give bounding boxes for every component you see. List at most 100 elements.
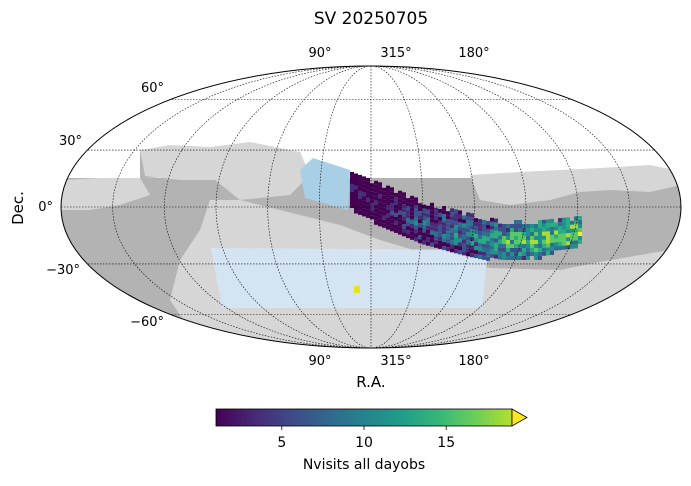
heat-cell [350, 200, 354, 204]
heat-cell [362, 176, 366, 181]
heat-cell [426, 205, 430, 210]
heat-cell [546, 235, 550, 240]
heat-cell [546, 251, 550, 256]
heat-cell [430, 226, 434, 231]
ra-tick-label: 315° [380, 46, 411, 61]
heat-cell [566, 221, 570, 226]
heat-cell [470, 213, 474, 218]
heat-cell [438, 228, 442, 233]
heat-cell [554, 222, 558, 227]
heat-cell [422, 240, 426, 245]
heat-cell [522, 244, 526, 248]
heat-cell [402, 220, 406, 225]
heat-cell [482, 231, 486, 236]
heat-cell [470, 241, 474, 246]
heat-cell [482, 235, 486, 240]
heat-cell [546, 223, 550, 228]
heat-cell [366, 209, 370, 214]
heat-cell [410, 219, 414, 224]
heat-cell [410, 195, 414, 200]
heat-cell [370, 187, 374, 192]
heat-cell [382, 199, 386, 204]
heat-cell [490, 229, 494, 234]
heat-cell [474, 230, 478, 235]
heat-cell [422, 236, 426, 241]
heat-cell [358, 190, 362, 195]
heat-cell [542, 231, 546, 236]
heat-cell [462, 239, 466, 244]
heat-cell [554, 238, 558, 243]
heat-cell [518, 236, 522, 240]
heat-cell [430, 218, 434, 223]
heat-cell [526, 228, 530, 232]
heat-cell [566, 229, 570, 234]
map-area [61, 66, 681, 348]
heat-cell [430, 214, 434, 219]
heat-cell [374, 184, 378, 189]
heat-cell [378, 182, 382, 187]
heat-cell [470, 237, 474, 242]
heat-cell [570, 236, 574, 241]
heat-cell [350, 184, 354, 188]
heat-cell [430, 210, 434, 215]
heat-cell [466, 240, 470, 245]
heat-cell [534, 252, 538, 256]
heat-cell [386, 197, 390, 202]
heat-cell [406, 198, 410, 203]
heat-cell [410, 227, 414, 232]
heat-cell [558, 222, 562, 227]
heat-cell [514, 228, 518, 232]
observed-band [350, 172, 582, 261]
heat-cell [458, 218, 462, 223]
heat-cell [498, 223, 502, 228]
heat-cell [450, 212, 454, 217]
heat-cell [454, 229, 458, 234]
heat-cell [526, 240, 530, 244]
heat-cell [558, 218, 562, 223]
heat-cell [422, 208, 426, 213]
heat-cell [474, 222, 478, 227]
heat-cell [358, 202, 362, 207]
heat-cell [474, 246, 478, 251]
heat-cell [494, 242, 498, 247]
heat-cell [362, 208, 366, 213]
heat-cell [354, 189, 358, 194]
heat-cell [386, 213, 390, 218]
heat-cell [442, 246, 446, 251]
heat-cell [422, 228, 426, 233]
heat-cell [554, 230, 558, 235]
heat-cell [554, 242, 558, 247]
heat-cell [494, 230, 498, 235]
heat-cell [354, 173, 358, 178]
heat-cell [358, 186, 362, 191]
heat-cell [362, 180, 366, 185]
heat-cell [390, 191, 394, 196]
heat-cell [374, 220, 378, 225]
heat-cell [522, 224, 526, 228]
colorbar-ticks: 5 10 15 [277, 426, 455, 451]
heat-cell [534, 256, 538, 260]
heat-cell [394, 212, 398, 217]
heat-cell [382, 203, 386, 208]
heat-cell [502, 248, 506, 252]
heat-cell [558, 226, 562, 231]
heat-cell [362, 184, 366, 189]
heat-cell [382, 195, 386, 200]
heat-cell [430, 234, 434, 239]
heat-cell [482, 255, 486, 260]
heat-cell [446, 215, 450, 220]
heat-cell [566, 225, 570, 230]
heat-cell [370, 211, 374, 216]
heat-cell [502, 232, 506, 236]
heat-cell [474, 218, 478, 223]
heat-cell [394, 200, 398, 205]
heat-cell [574, 216, 578, 221]
heat-cell [482, 227, 486, 232]
heat-cell [374, 180, 378, 185]
heat-cell [406, 214, 410, 219]
heat-cell [354, 205, 358, 210]
dec-tick-labels: 60° 30° 0° −30° −60° [38, 81, 164, 330]
heat-cell [410, 199, 414, 204]
heat-cell [502, 256, 506, 260]
heat-cell [510, 248, 514, 252]
